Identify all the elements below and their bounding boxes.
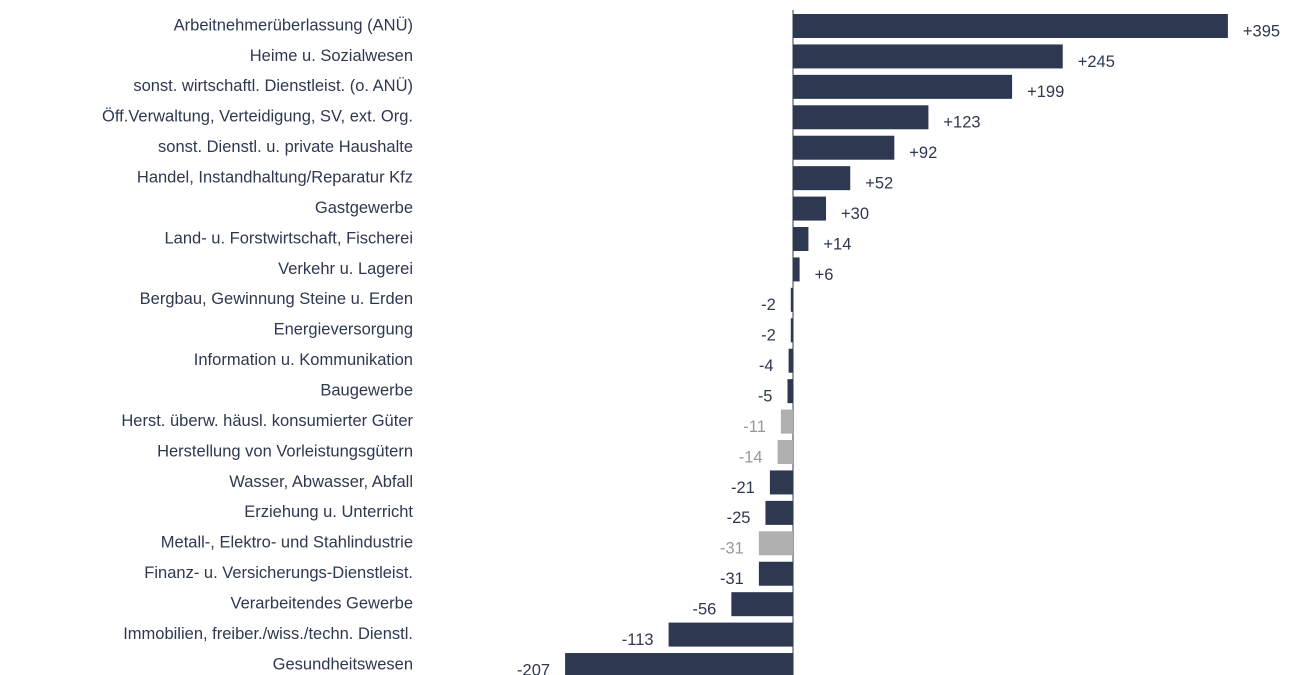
value-label: -5	[758, 388, 773, 406]
value-label: -31	[720, 570, 744, 588]
bar	[731, 592, 793, 617]
value-label: -2	[761, 296, 776, 314]
category-label: Verkehr u. Lagerei	[278, 260, 413, 278]
category-label: Immobilien, freiber./wiss./techn. Dienst…	[123, 625, 413, 643]
category-label: Herst. überw. häusl. konsumierter Güter	[121, 412, 413, 430]
value-label: +30	[841, 205, 869, 223]
category-label: Arbeitnehmerüberlassung (ANÜ)	[174, 16, 413, 34]
bar	[793, 227, 809, 252]
category-label: Heime u. Sozialwesen	[250, 47, 413, 65]
bar	[787, 379, 793, 404]
value-label: -31	[720, 540, 744, 558]
bar	[793, 257, 800, 282]
category-label: Herstellung von Vorleistungsgütern	[157, 442, 413, 460]
bar	[793, 166, 851, 191]
bar	[777, 440, 793, 465]
bar	[793, 135, 895, 160]
value-label: -14	[739, 448, 763, 466]
value-label: +92	[909, 144, 937, 162]
category-label: Finanz- u. Versicherungs-Dienstleist.	[144, 564, 413, 582]
bar	[769, 470, 793, 495]
category-label: sonst. wirtschaftl. Dienstleist. (o. ANÜ…	[133, 77, 413, 95]
category-label: Metall-, Elektro- und Stahlindustrie	[161, 534, 413, 552]
bar	[793, 196, 827, 221]
category-label: Land- u. Forstwirtschaft, Fischerei	[165, 229, 414, 247]
bar	[793, 105, 929, 130]
category-label: Handel, Instandhaltung/Reparatur Kfz	[137, 169, 413, 187]
value-label: -4	[759, 357, 774, 375]
value-label: +6	[815, 266, 834, 284]
value-label: +52	[865, 175, 893, 193]
value-label: +199	[1027, 83, 1064, 101]
value-label: -11	[743, 418, 766, 436]
bar	[788, 348, 793, 373]
category-label: Wasser, Abwasser, Abfall	[229, 473, 413, 491]
value-label: -113	[622, 631, 654, 649]
value-label: +14	[823, 235, 851, 253]
category-label: Öff.Verwaltung, Verteidigung, SV, ext. O…	[102, 108, 413, 126]
value-label: -2	[761, 327, 776, 345]
bar	[765, 500, 793, 525]
bar	[793, 44, 1063, 69]
category-label: Information u. Kommunikation	[194, 351, 413, 369]
bar	[790, 318, 793, 343]
category-label: Gesundheitswesen	[273, 655, 413, 673]
bar	[758, 561, 793, 586]
bar	[790, 287, 793, 312]
bar	[565, 653, 793, 675]
category-label: Bergbau, Gewinnung Steine u. Erden	[140, 290, 413, 308]
value-label: -207	[517, 661, 550, 675]
value-label: +395	[1243, 22, 1280, 40]
category-label: sonst. Dienstl. u. private Haushalte	[158, 138, 413, 156]
bar	[780, 409, 793, 434]
bar	[793, 14, 1228, 38]
value-label: -25	[727, 509, 751, 527]
value-label: +123	[943, 114, 980, 132]
value-label: -21	[731, 479, 755, 497]
bar	[793, 74, 1013, 99]
bar	[668, 622, 793, 647]
category-label: Gastgewerbe	[315, 199, 413, 217]
value-label: +245	[1078, 53, 1115, 71]
category-label: Energieversorgung	[274, 321, 413, 339]
category-label: Erziehung u. Unterricht	[244, 503, 413, 521]
category-label: Baugewerbe	[320, 382, 413, 400]
value-label: -56	[692, 601, 716, 619]
bar	[758, 531, 793, 556]
category-label: Verarbeitendes Gewerbe	[230, 595, 413, 613]
